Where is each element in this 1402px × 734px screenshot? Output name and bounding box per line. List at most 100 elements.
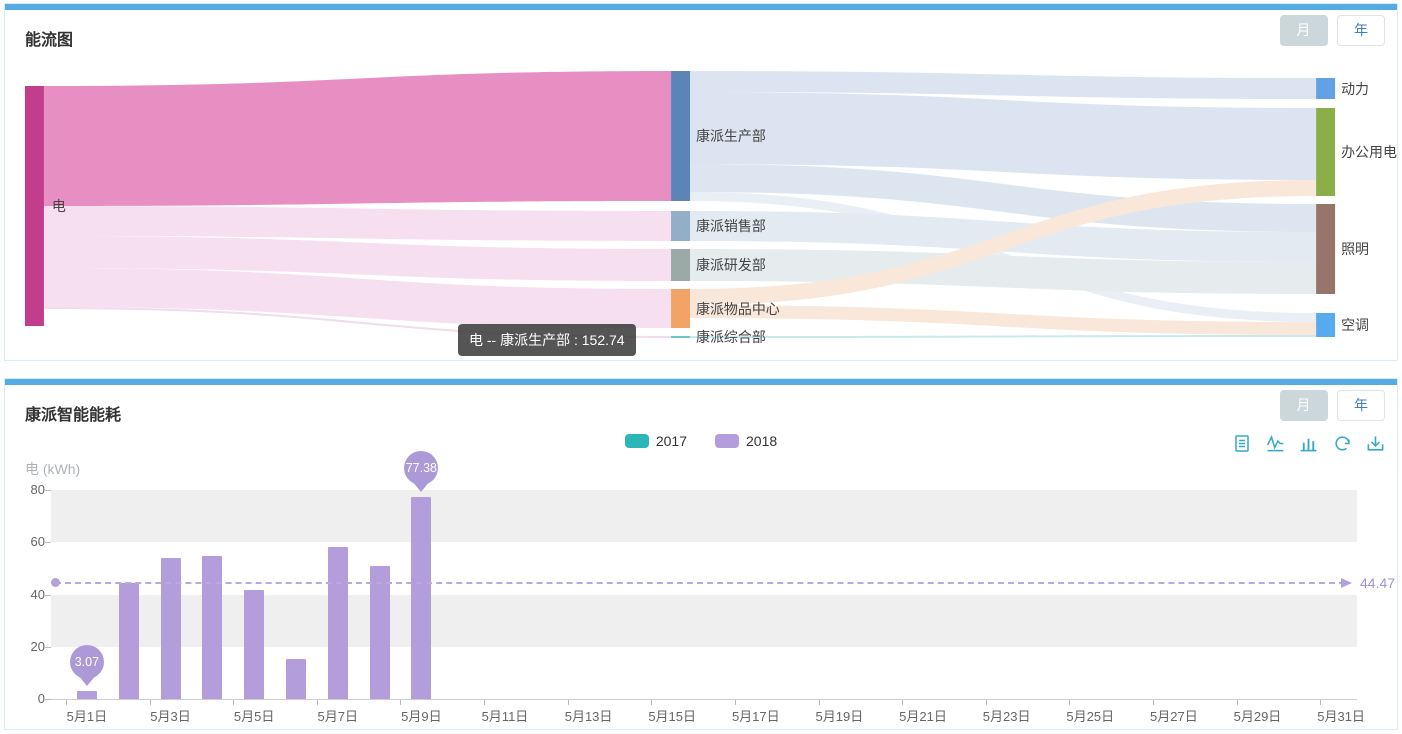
month-button[interactable]: 月 — [1279, 15, 1328, 46]
sankey-link[interactable] — [43, 71, 672, 206]
sankey-link[interactable] — [690, 335, 1317, 338]
chart-legend: 2017 2018 — [5, 433, 1397, 449]
sankey-link[interactable] — [690, 164, 1317, 232]
sankey-link[interactable] — [43, 268, 672, 328]
data-view-icon[interactable] — [1233, 434, 1251, 458]
bar-5月5日[interactable] — [244, 589, 265, 699]
x-axis-label: 5月29日 — [1233, 709, 1282, 724]
sankey-node[interactable] — [1316, 78, 1336, 99]
sankey-node[interactable] — [1316, 108, 1336, 196]
x-axis-tick — [567, 700, 569, 705]
download-icon[interactable] — [1366, 434, 1385, 458]
sankey-node[interactable] — [1316, 313, 1336, 337]
chart-toolbox — [1223, 434, 1385, 458]
x-axis-label: 5月19日 — [815, 709, 864, 724]
x-axis-tick — [1236, 700, 1238, 705]
sankey-node[interactable] — [671, 289, 691, 328]
x-axis-tick — [1069, 700, 1071, 705]
grid-band — [51, 594, 1357, 647]
x-axis-label: 5月5日 — [233, 709, 275, 724]
x-axis-label: 5月23日 — [982, 709, 1031, 724]
x-axis-tick — [1320, 700, 1322, 705]
x-axis-label: 5月21日 — [899, 709, 947, 724]
year-button[interactable]: 年 — [1337, 15, 1385, 46]
bar-chart-icon[interactable] — [1299, 434, 1318, 458]
x-axis-label: 5月7日 — [317, 709, 358, 724]
x-axis-tick — [316, 700, 318, 705]
sankey-link[interactable] — [690, 305, 1317, 335]
energy-consumption-panel: 康派智能能耗 月 年 2017 2018 — [4, 378, 1398, 730]
legend-item-2018[interactable]: 2018 — [715, 433, 777, 449]
x-axis-label: 5月3日 — [150, 709, 191, 724]
bar-5月8日[interactable] — [369, 566, 390, 699]
x-axis-label: 5月15日 — [648, 709, 697, 724]
sankey-link[interactable] — [43, 307, 672, 338]
y-axis-tick-label: 0 — [37, 691, 45, 706]
y-axis-tick-label: 80 — [30, 482, 45, 497]
bar-5月4日[interactable] — [202, 556, 223, 699]
bar-5月3日[interactable] — [160, 557, 181, 699]
x-axis-tick — [985, 700, 987, 705]
legend-item-2017[interactable]: 2017 — [624, 433, 687, 449]
sankey-tooltip: 电 -- 康派生产部 : 152.74 — [458, 324, 636, 356]
sankey-node-label: 空调 — [1341, 317, 1369, 333]
sankey-node-label: 康派销售部 — [696, 218, 766, 234]
sankey-node-label: 办公用电 — [1341, 144, 1397, 160]
grid-band — [51, 490, 1357, 543]
page-title: 能流图 — [25, 32, 74, 49]
sankey-node-label: 康派研发部 — [696, 257, 766, 273]
sankey-link[interactable] — [690, 71, 1317, 99]
x-axis-label: 5月11日 — [481, 709, 529, 724]
bar-5月7日[interactable] — [327, 546, 348, 699]
bar-5月2日[interactable] — [118, 582, 139, 699]
sankey-link[interactable] — [43, 206, 672, 241]
sankey-link[interactable] — [690, 92, 1317, 180]
x-axis-tick — [1152, 700, 1154, 705]
line-chart-icon[interactable] — [1266, 434, 1285, 458]
restore-icon[interactable] — [1333, 434, 1352, 458]
sankey-node[interactable] — [1316, 204, 1336, 294]
y-axis-tick-label: 60 — [30, 534, 45, 550]
year-button[interactable]: 年 — [1337, 390, 1385, 421]
sankey-node[interactable] — [671, 336, 691, 338]
page-title: 康派智能能耗 — [25, 407, 122, 424]
x-axis-label: 5月1日 — [66, 709, 108, 724]
sankey-link[interactable] — [690, 180, 1317, 305]
sankey-node-label: 动力 — [1341, 81, 1369, 97]
x-axis-tick — [400, 700, 402, 705]
sankey-node-label: 电 — [52, 198, 66, 214]
x-axis-line — [51, 699, 1357, 700]
sankey-link[interactable] — [43, 236, 672, 281]
x-axis-tick — [818, 700, 820, 705]
average-value-label: 44.47 — [1360, 574, 1396, 591]
x-axis-tick — [66, 700, 67, 705]
legend-swatch — [624, 434, 649, 448]
y-axis-tick — [45, 542, 51, 544]
sankey-node[interactable] — [671, 71, 691, 201]
y-axis-name: 电 (kWh) — [25, 461, 81, 477]
sankey-node-label: 康派综合部 — [696, 329, 766, 345]
x-axis-label: 5月31日 — [1317, 709, 1365, 724]
bar-5月1日[interactable] — [76, 690, 97, 699]
sankey-node[interactable] — [24, 86, 44, 326]
sankey-node-label: 康派物品中心 — [696, 301, 780, 317]
sankey-node[interactable] — [671, 249, 691, 281]
average-line — [55, 581, 1345, 584]
legend-swatch — [715, 434, 739, 448]
bar-5月6日[interactable] — [285, 658, 306, 699]
max-point-pin: 77.38 — [404, 450, 439, 485]
legend-label: 2017 — [655, 433, 687, 449]
x-axis-tick — [484, 700, 486, 705]
month-button[interactable]: 月 — [1279, 390, 1328, 421]
average-line-arrow — [1341, 577, 1352, 588]
sankey-link[interactable] — [690, 249, 1317, 294]
x-axis-tick — [233, 700, 235, 705]
bar-5月9日[interactable] — [411, 496, 432, 699]
sankey-node[interactable] — [671, 211, 691, 241]
x-axis-tick — [651, 700, 653, 705]
y-axis-tick — [45, 490, 51, 491]
x-axis-label: 5月17日 — [731, 709, 780, 724]
bar-chart: 0 20 40 60 80 电 (kWh) 5月1日 5月3日 5月5日 5月7日 5月9日 5月11… — [5, 450, 1397, 731]
y-axis-tick — [45, 699, 51, 700]
